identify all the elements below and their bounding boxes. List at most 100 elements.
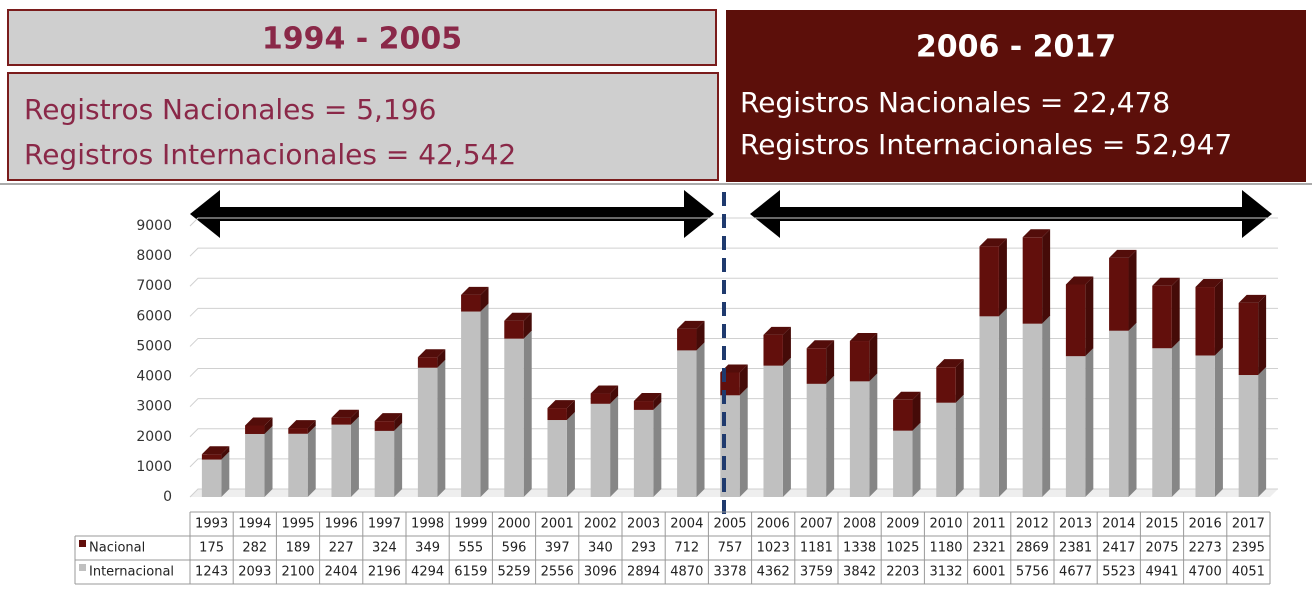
bar-top bbox=[1022, 229, 1051, 238]
bar bbox=[417, 357, 438, 368]
grid-line bbox=[189, 217, 1278, 227]
table-value: 1023 bbox=[757, 541, 790, 556]
bar-top bbox=[979, 238, 1007, 247]
bar-side bbox=[998, 238, 1007, 317]
table-value: 1243 bbox=[195, 565, 228, 580]
bar-top bbox=[1109, 249, 1137, 258]
table-value: 175 bbox=[199, 541, 224, 556]
bar bbox=[806, 348, 827, 384]
bar-side bbox=[437, 349, 446, 368]
bar-top bbox=[288, 420, 316, 429]
table-value: 340 bbox=[588, 541, 613, 556]
bar-side bbox=[394, 413, 403, 431]
bar bbox=[893, 399, 913, 431]
table-value: 5523 bbox=[1102, 565, 1135, 580]
x-tick-label: 2016 bbox=[1189, 517, 1222, 532]
bar-side bbox=[350, 409, 359, 425]
y-tick-label: 2000 bbox=[136, 429, 172, 445]
table-value: 596 bbox=[502, 541, 527, 556]
left-line: Registros Nacionales = 5,196 bbox=[24, 93, 436, 126]
table-value: 2417 bbox=[1102, 541, 1135, 556]
bar bbox=[590, 393, 611, 404]
bar-side bbox=[480, 303, 489, 497]
bar-top bbox=[849, 333, 878, 342]
bar bbox=[374, 421, 395, 431]
bar bbox=[417, 367, 438, 497]
bar-top bbox=[461, 286, 489, 295]
x-tick-label: 2010 bbox=[929, 517, 962, 532]
bar bbox=[504, 338, 524, 497]
grid-line bbox=[189, 307, 1278, 317]
y-tick-label: 1000 bbox=[136, 459, 172, 475]
bar bbox=[936, 367, 956, 403]
x-tick-label: 2000 bbox=[497, 517, 530, 532]
x-tick-label: 2003 bbox=[627, 517, 660, 532]
y-tick-label: 7000 bbox=[136, 278, 172, 294]
bar bbox=[1065, 284, 1086, 357]
x-tick-label: 2017 bbox=[1232, 517, 1265, 532]
table-value: 1181 bbox=[800, 541, 833, 556]
bar bbox=[979, 316, 999, 497]
bar-side bbox=[264, 417, 273, 434]
bar bbox=[547, 408, 567, 421]
bar-side bbox=[1171, 277, 1180, 349]
bar-side bbox=[1214, 347, 1223, 497]
y-tick-label: 5000 bbox=[136, 338, 172, 354]
bar bbox=[1152, 348, 1172, 497]
bar-top bbox=[763, 326, 791, 335]
bar bbox=[1238, 302, 1259, 376]
bar bbox=[590, 403, 611, 497]
bar bbox=[201, 459, 222, 497]
bar-side bbox=[307, 420, 316, 434]
x-tick-label: 2006 bbox=[757, 517, 790, 532]
x-tick-label: 1999 bbox=[454, 517, 487, 532]
legend-swatch bbox=[79, 540, 86, 547]
x-tick-label: 2004 bbox=[670, 517, 703, 532]
bar bbox=[245, 425, 265, 434]
bar bbox=[633, 409, 654, 497]
right-title: 2006 - 2017 bbox=[916, 30, 1116, 65]
bar-side bbox=[610, 385, 619, 404]
y-tick-label: 8000 bbox=[136, 248, 172, 264]
table-value: 6159 bbox=[454, 565, 487, 580]
bar bbox=[1152, 285, 1172, 349]
bar-side bbox=[566, 412, 575, 497]
x-tick-label: 2005 bbox=[713, 517, 746, 532]
bar bbox=[245, 433, 265, 497]
bar-side bbox=[696, 320, 705, 351]
bar-top bbox=[633, 393, 662, 402]
bar-side bbox=[1085, 348, 1094, 497]
table-value: 3759 bbox=[800, 565, 833, 580]
right-arrow bbox=[750, 190, 1272, 238]
bar-top bbox=[1065, 276, 1094, 285]
bar-side bbox=[523, 330, 532, 497]
bar bbox=[763, 365, 783, 497]
bar-side bbox=[1171, 340, 1180, 497]
bar-top bbox=[374, 413, 403, 422]
table-value: 2894 bbox=[627, 565, 660, 580]
bar bbox=[633, 401, 654, 410]
left-arrow bbox=[190, 190, 714, 238]
table-value: 712 bbox=[674, 541, 699, 556]
bar-side bbox=[221, 446, 230, 460]
table-value: 4870 bbox=[670, 565, 703, 580]
table-value: 189 bbox=[286, 541, 311, 556]
bar-side bbox=[1258, 294, 1267, 376]
table-value: 2556 bbox=[541, 565, 574, 580]
bar bbox=[849, 381, 870, 497]
bar-side bbox=[739, 387, 748, 497]
left-line: Registros Internacionales = 42,542 bbox=[24, 138, 516, 171]
bar-side bbox=[1042, 315, 1051, 497]
bar-side bbox=[826, 340, 835, 384]
bar-side bbox=[653, 401, 662, 497]
bar bbox=[849, 341, 870, 382]
bar bbox=[331, 417, 351, 425]
bar-side bbox=[998, 308, 1007, 497]
bar-top bbox=[677, 320, 705, 329]
table-value: 2381 bbox=[1059, 541, 1092, 556]
bar-side bbox=[1085, 276, 1094, 357]
bar-side bbox=[869, 333, 878, 382]
bar bbox=[331, 424, 351, 497]
